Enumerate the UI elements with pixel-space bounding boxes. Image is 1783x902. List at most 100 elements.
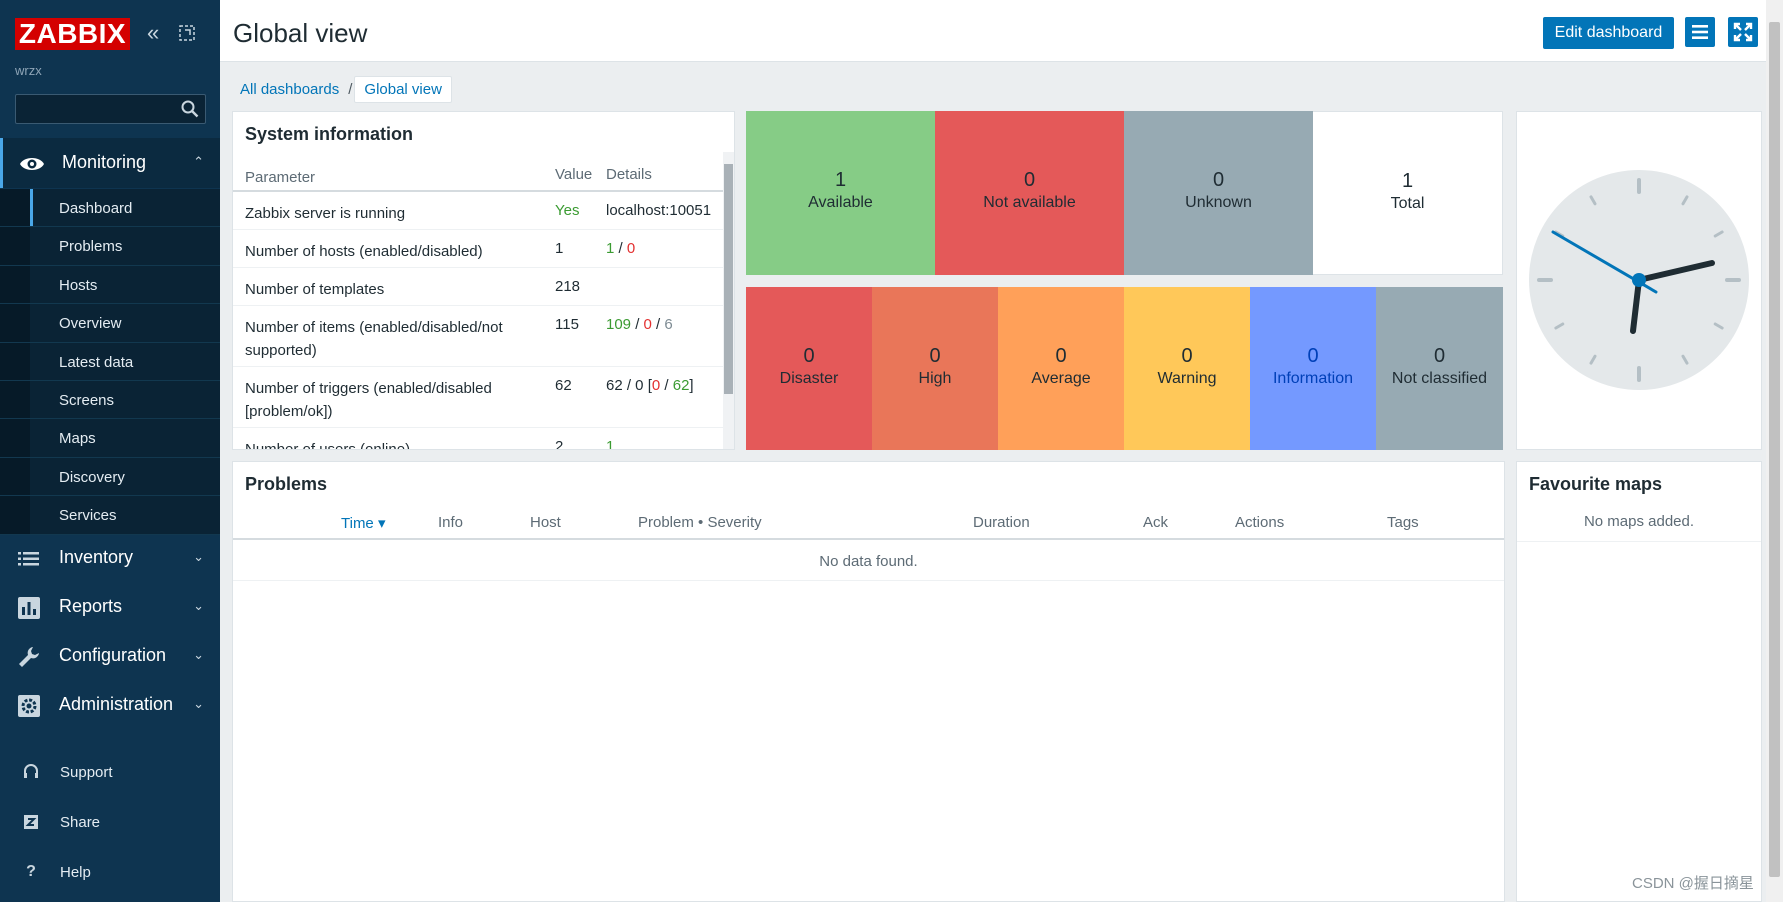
separator: / xyxy=(651,316,665,333)
fullscreen-icon[interactable] xyxy=(1728,17,1758,47)
details-cell: 62 / 0 [0 / 62] xyxy=(606,377,694,394)
sidebar-item-maps[interactable]: Maps xyxy=(0,419,220,458)
severity-label: Warning xyxy=(1157,369,1217,387)
severity-label: Not classified xyxy=(1391,369,1488,387)
widget-scrollbar[interactable] xyxy=(723,152,734,449)
severity-count: 0 xyxy=(803,344,815,367)
clock-tick xyxy=(1681,354,1689,365)
host-availability-available[interactable]: 1 Available xyxy=(746,111,935,275)
menu-administration[interactable]: Administration ⌄ xyxy=(0,680,220,730)
status-count: 1 xyxy=(834,169,847,191)
clock-face xyxy=(1529,170,1749,390)
breadcrumb-current[interactable]: Global view xyxy=(354,76,452,103)
details-cell: localhost:10051 xyxy=(606,202,712,219)
value-cell: 218 xyxy=(555,278,581,295)
clock-tick xyxy=(1589,195,1597,206)
autohide-sidebar-icon[interactable] xyxy=(178,20,196,48)
menu-icon[interactable] xyxy=(1685,17,1715,47)
value-cell: Yes xyxy=(555,202,580,219)
severity-count: 0 xyxy=(1055,344,1067,367)
column-header-time[interactable]: Time ▾ xyxy=(341,515,386,532)
favourite-maps-widget: Favourite maps No maps added. xyxy=(1516,461,1762,902)
table-row: Number of users (online) 2 1 xyxy=(233,428,723,450)
severity-label: Average xyxy=(1031,369,1091,387)
details-cell: 1 / 0 xyxy=(606,240,635,257)
sidebar-item-label: Screens xyxy=(59,391,115,409)
host-availability-not-available[interactable]: 0 Not available xyxy=(935,111,1124,275)
problem-count: 0 xyxy=(651,377,661,394)
collapse-sidebar-icon[interactable]: « xyxy=(147,20,160,45)
table-row: Zabbix server is running Yes localhost:1… xyxy=(233,192,723,230)
monitoring-submenu: Dashboard Problems Hosts Overview Latest… xyxy=(0,189,220,535)
sidebar-help[interactable]: ? Help xyxy=(0,853,220,893)
widget-title: Problems xyxy=(245,474,328,494)
column-header: Value xyxy=(555,166,593,183)
breadcrumb-all-dashboards[interactable]: All dashboards xyxy=(240,81,340,98)
headset-icon xyxy=(22,763,40,781)
watermark: CSDN @握日摘星 xyxy=(1632,875,1754,892)
sidebar-item-problems[interactable]: Problems xyxy=(0,227,220,266)
clock-tick xyxy=(1713,230,1724,238)
severity-disaster[interactable]: 0 Disaster xyxy=(746,287,872,450)
status-label: Total xyxy=(1390,195,1425,212)
column-header-tags: Tags xyxy=(1387,514,1419,531)
sidebar-item-label: Dashboard xyxy=(59,200,133,217)
status-label: Not available xyxy=(983,194,1076,211)
menu-monitoring-label: Monitoring xyxy=(62,152,147,172)
sidebar-share[interactable]: Share xyxy=(0,803,220,843)
sidebar-search-input[interactable] xyxy=(15,94,206,124)
sidebar-item-latest-data[interactable]: Latest data xyxy=(0,342,220,381)
details-cell: 1 xyxy=(606,438,615,450)
page-title: Global view xyxy=(233,18,368,48)
table-row: Number of hosts (enabled/disabled) 1 1 /… xyxy=(233,230,723,268)
sidebar-item-overview[interactable]: Overview xyxy=(0,304,220,343)
scrollbar-thumb[interactable] xyxy=(724,164,733,394)
severity-high[interactable]: 0 High xyxy=(872,287,998,450)
severity-information[interactable]: 0 Information xyxy=(1250,287,1376,450)
table-row: Number of items (enabled/disabled/not su… xyxy=(233,306,723,367)
scrollbar-thumb[interactable] xyxy=(1769,22,1780,877)
breadcrumb-separator: / xyxy=(348,81,353,98)
column-header-problem-severity: Problem • Severity xyxy=(638,514,762,531)
severity-not-classified[interactable]: 0 Not classified xyxy=(1376,287,1503,450)
status-count: 1 xyxy=(1401,170,1414,192)
system-info-table: Parameter Value Details Zabbix server is… xyxy=(233,157,723,450)
bar-chart-icon xyxy=(16,595,42,621)
widget-title: Favourite maps xyxy=(1529,474,1663,494)
problems-widget: Problems Time ▾ Info Host Problem • Seve… xyxy=(232,461,1505,902)
sidebar-item-label: Problems xyxy=(59,238,123,256)
severity-count: 0 xyxy=(1433,344,1446,367)
severity-average[interactable]: 0 Average xyxy=(998,287,1124,450)
sidebar-item-dashboard[interactable]: Dashboard xyxy=(0,189,220,228)
parameter-cell: Zabbix server is running xyxy=(245,205,406,222)
sidebar-support[interactable]: Support xyxy=(0,753,220,793)
zabbix-logo[interactable]: ZABBIX xyxy=(15,18,130,50)
status-count: 0 xyxy=(1212,169,1225,191)
menu-configuration[interactable]: Configuration ⌄ xyxy=(0,631,220,681)
host-availability-total[interactable]: 1 Total xyxy=(1313,111,1503,275)
disabled-count: 0 xyxy=(626,240,636,257)
chevron-up-icon: ⌃ xyxy=(193,154,204,169)
chevron-down-icon: ⌄ xyxy=(193,549,204,564)
severity-warning[interactable]: 0 Warning xyxy=(1124,287,1250,450)
status-label: Unknown xyxy=(1185,194,1252,211)
severity-label: Disaster xyxy=(779,369,839,387)
severity-count: 0 xyxy=(1181,344,1193,367)
menu-reports[interactable]: Reports ⌄ xyxy=(0,582,220,632)
menu-reports-label: Reports xyxy=(59,596,123,616)
menu-monitoring[interactable]: Monitoring ⌃ xyxy=(0,138,220,188)
sidebar-item-screens[interactable]: Screens xyxy=(0,380,220,420)
column-header-info: Info xyxy=(438,514,464,531)
gear-icon xyxy=(16,693,42,719)
search-icon[interactable] xyxy=(181,100,199,123)
edit-dashboard-button[interactable]: Edit dashboard xyxy=(1543,17,1674,49)
sidebar-item-hosts[interactable]: Hosts xyxy=(0,265,220,305)
menu-inventory[interactable]: Inventory ⌄ xyxy=(0,533,220,583)
sidebar: ZABBIX « wrzx Monitoring ⌃ Dashboard Pro… xyxy=(0,0,220,902)
sidebar-item-services[interactable]: Services xyxy=(0,496,220,535)
sidebar-item-discovery[interactable]: Discovery xyxy=(0,457,220,497)
menu-inventory-label: Inventory xyxy=(59,547,134,567)
host-availability-unknown[interactable]: 0 Unknown xyxy=(1124,111,1313,275)
page-scrollbar[interactable] xyxy=(1766,0,1783,902)
sidebar-item-label: Hosts xyxy=(59,276,98,294)
